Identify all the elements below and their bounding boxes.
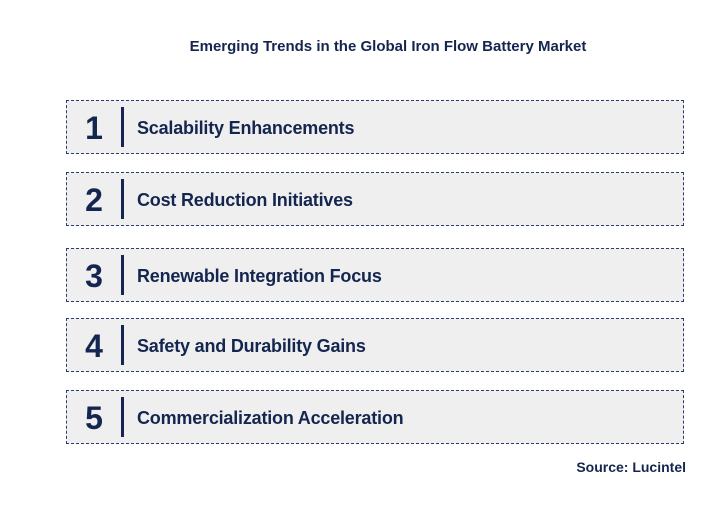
trend-box: 5 Commercialization Acceleration [66, 390, 684, 444]
divider [121, 325, 124, 365]
trend-label: Commercialization Acceleration [137, 408, 404, 428]
title: Emerging Trends in the Global Iron Flow … [189, 38, 587, 55]
trend-box: 4 Safety and Durability Gains [66, 318, 684, 372]
trend-number: 5 [85, 400, 103, 436]
trend-number: 1 [85, 110, 103, 146]
divider [121, 255, 124, 295]
trend-box: 3 Renewable Integration Focus [66, 248, 684, 302]
trend-label: Safety and Durability Gains [137, 336, 366, 356]
divider [121, 107, 124, 147]
trend-box: 1 Scalability Enhancements [66, 100, 684, 154]
source: Source: Lucintel [576, 459, 686, 475]
trend-label: Renewable Integration Focus [137, 266, 382, 286]
trend-number: 2 [85, 182, 103, 218]
trend-number: 4 [85, 328, 103, 364]
trend-box: 2 Cost Reduction Initiatives [66, 172, 684, 226]
divider [121, 179, 124, 219]
divider [121, 397, 124, 437]
trend-label: Cost Reduction Initiatives [137, 190, 353, 210]
trend-number: 3 [85, 258, 103, 294]
trend-label: Scalability Enhancements [137, 118, 355, 138]
